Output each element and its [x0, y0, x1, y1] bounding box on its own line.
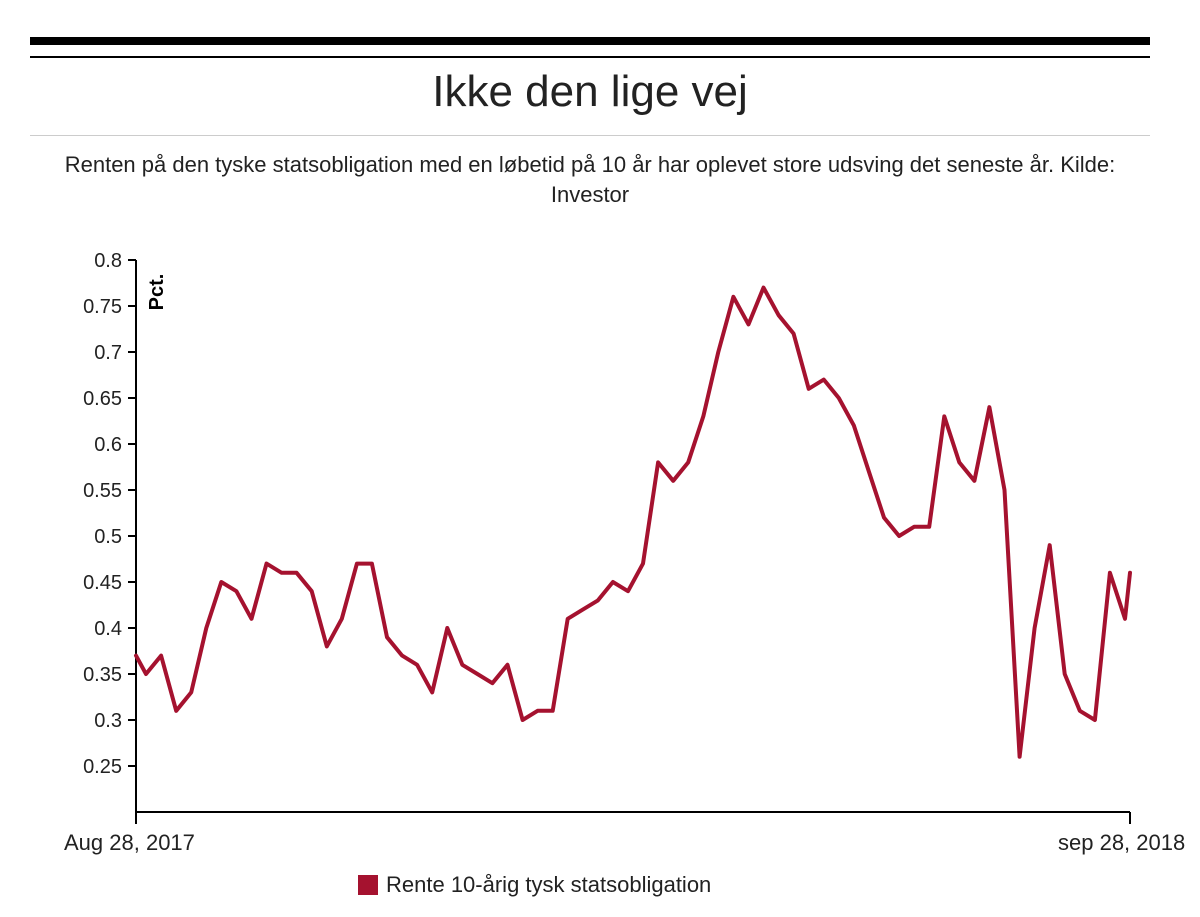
y-axis: 0.8 0.75 0.7 0.65 0.6 0.55 0.5 0.45 0.4 0.35 0.3 0.… — [83, 250, 137, 812]
legend-label: Rente 10-årig tysk statsobligation — [386, 872, 712, 897]
y-axis-label: Pct. — [146, 274, 168, 311]
y-tick-label: 0.55 — [83, 480, 122, 502]
y-tick-label: 0.45 — [83, 572, 122, 594]
x-tick-label: Aug 28, 2017 — [64, 830, 195, 855]
y-tick-label: 0.75 — [83, 296, 122, 318]
y-tick-label: 0.25 — [83, 756, 122, 778]
legend: Rente 10-årig tysk statsobligation — [358, 872, 711, 898]
header-rule-thick — [30, 37, 1150, 45]
y-tick-label: 0.3 — [94, 710, 122, 732]
chart-title: Ikke den lige vej — [432, 67, 748, 116]
series-layer — [134, 285, 1132, 759]
x-tick-label: sep 28, 2018 — [1058, 830, 1185, 855]
y-tick-label: 0.35 — [83, 664, 122, 686]
y-tick-label: 0.4 — [94, 618, 122, 640]
header-rule-thin — [30, 56, 1150, 58]
legend-swatch — [358, 875, 378, 895]
title-divider — [30, 135, 1150, 136]
y-tick-label: 0.5 — [94, 526, 122, 548]
x-axis: Aug 28, 2017 sep 28, 2018 — [64, 811, 1185, 855]
y-tick-label: 0.6 — [94, 434, 122, 456]
series-line — [134, 285, 1132, 759]
y-tick-label: 0.8 — [94, 250, 122, 272]
y-tick-label: 0.65 — [83, 388, 122, 410]
chart-subtitle: Renten på den tyske statsobligation med … — [64, 152, 1116, 207]
y-tick-label: 0.7 — [94, 342, 122, 364]
